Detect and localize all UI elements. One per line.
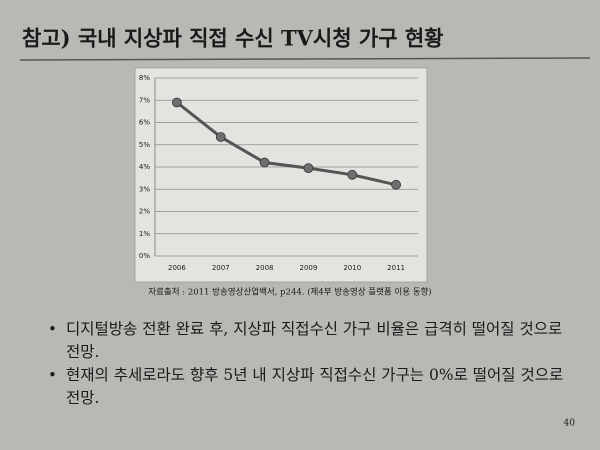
bullet-text: 디지털방송 전환 완료 후, 지상파 직접수신 가구 비율은 급격히 떨어질 것… xyxy=(66,320,563,361)
data-point xyxy=(303,163,314,174)
data-point xyxy=(215,132,226,142)
y-tick-label: 6% xyxy=(139,119,150,127)
y-tick-label: 2% xyxy=(139,208,150,216)
x-tick-label: 2007 xyxy=(212,264,230,272)
data-point xyxy=(172,97,182,108)
page-number: 40 xyxy=(564,419,576,429)
bullet-box: 디지털방송 전환 완료 후, 지상파 직접수신 가구 비율은 급격히 떨어질 것… xyxy=(66,320,563,361)
bullet-dot: • xyxy=(48,366,57,384)
data-point xyxy=(347,169,358,180)
y-tick-label: 7% xyxy=(139,96,150,104)
y-tick-label: 0% xyxy=(139,252,150,260)
title-rule xyxy=(19,57,591,61)
source-note: 자료출처 : 2011 방송영상산업백서, p244. (제4부 방송영상 플랫… xyxy=(148,287,431,298)
bullet-box: 현재의 추세로라도 향후 5년 내 지상파 직접수신 가구는 0%로 떨어질 것… xyxy=(66,366,564,407)
x-tick-label: 2008 xyxy=(256,264,274,272)
data-point xyxy=(259,157,270,168)
y-tick-label: 5% xyxy=(139,141,150,149)
bullet-text: 현재의 추세로라도 향후 5년 내 지상파 직접수신 가구는 0%로 떨어질 것… xyxy=(66,366,564,407)
y-tick-label: 3% xyxy=(139,185,150,193)
y-tick-label: 8% xyxy=(139,74,150,82)
bullet-dot: • xyxy=(48,320,57,338)
x-tick-label: 2010 xyxy=(343,264,361,272)
y-tick-label: 4% xyxy=(139,163,150,171)
x-tick-label: 2011 xyxy=(387,264,405,272)
x-tick-label: 2006 xyxy=(168,264,186,272)
chart-frame xyxy=(134,67,428,283)
slide-title: 참고) 국내 지상파 직접 수신 TV시청 가구 현황 xyxy=(22,26,443,51)
y-tick-label: 1% xyxy=(139,230,150,238)
data-line xyxy=(175,101,397,187)
data-point xyxy=(391,179,401,190)
x-tick-label: 2009 xyxy=(300,264,318,272)
